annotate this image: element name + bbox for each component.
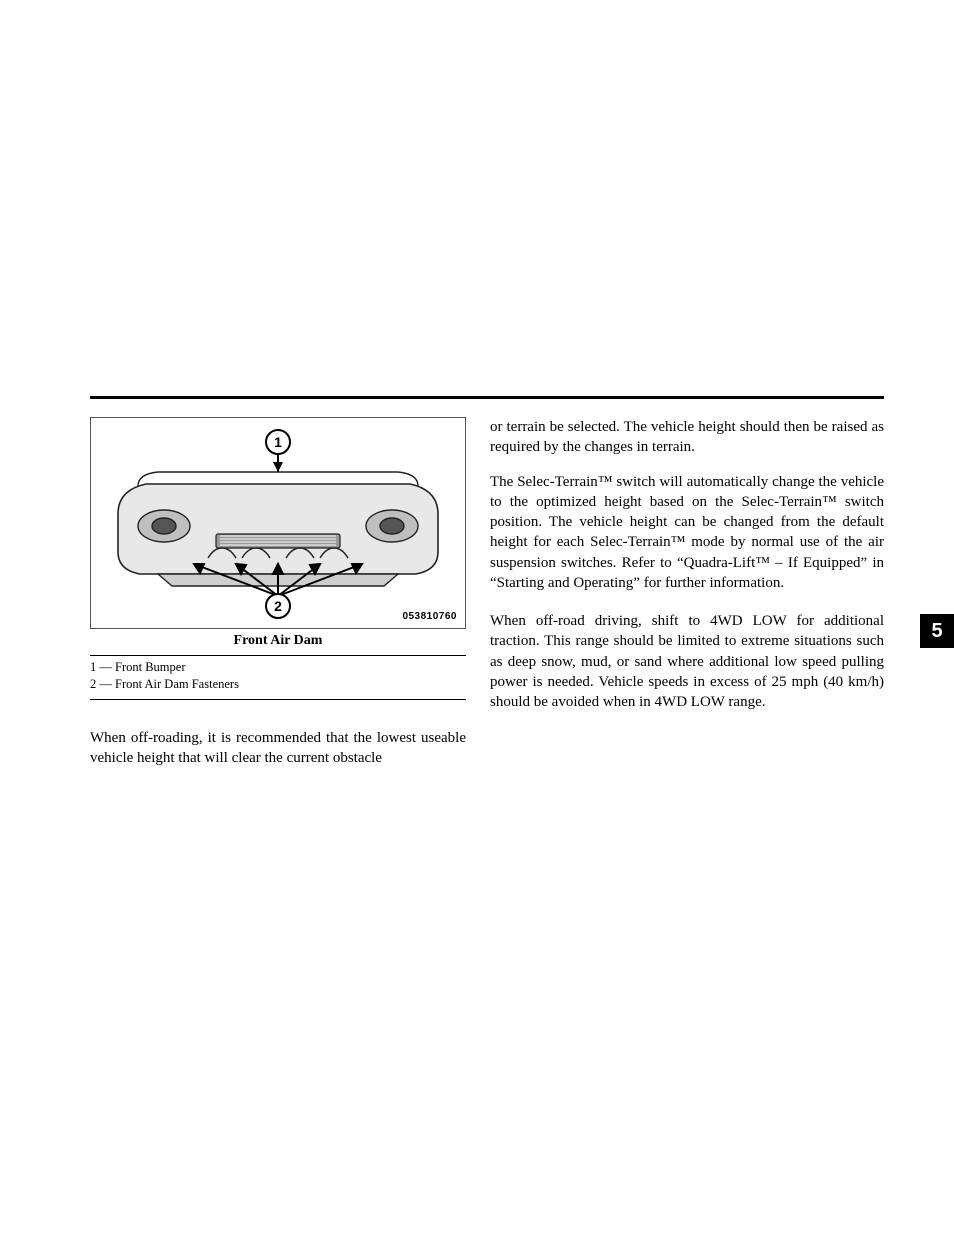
page-content: 1 [90, 396, 884, 805]
body-paragraph: The Selec-Terrain™ switch will automatic… [490, 472, 884, 594]
bumper-illustration: 1 [98, 424, 458, 624]
svg-text:1: 1 [274, 434, 282, 450]
legend-label: Front Bumper [115, 660, 185, 674]
left-column: 1 [90, 417, 466, 782]
body-paragraph: When off-road driving, shift to 4WD LOW … [490, 611, 884, 712]
legend-bottom-rule [90, 699, 466, 700]
legend-row: 1 — Front Bumper [90, 659, 466, 676]
legend-label: Front Air Dam Fasteners [115, 677, 239, 691]
svg-text:2: 2 [274, 598, 282, 614]
top-rule [90, 396, 884, 399]
two-column-layout: 1 [90, 417, 884, 782]
body-paragraph: When off-roading, it is recommended that… [90, 728, 466, 769]
body-paragraph: or terrain be selected. The vehicle heig… [490, 417, 884, 458]
legend-row: 2 — Front Air Dam Fasteners [90, 676, 466, 693]
figure-legend: 1 — Front Bumper 2 — Front Air Dam Faste… [90, 656, 466, 699]
figure-code: 053810760 [402, 611, 457, 622]
legend-num: 1 [90, 660, 96, 674]
legend-num: 2 [90, 677, 96, 691]
section-tab: 5 [920, 614, 954, 648]
figure-caption: Front Air Dam [90, 633, 466, 649]
figure-front-air-dam: 1 [90, 417, 466, 629]
right-column: or terrain be selected. The vehicle heig… [490, 417, 884, 782]
callout-1: 1 [266, 430, 290, 472]
